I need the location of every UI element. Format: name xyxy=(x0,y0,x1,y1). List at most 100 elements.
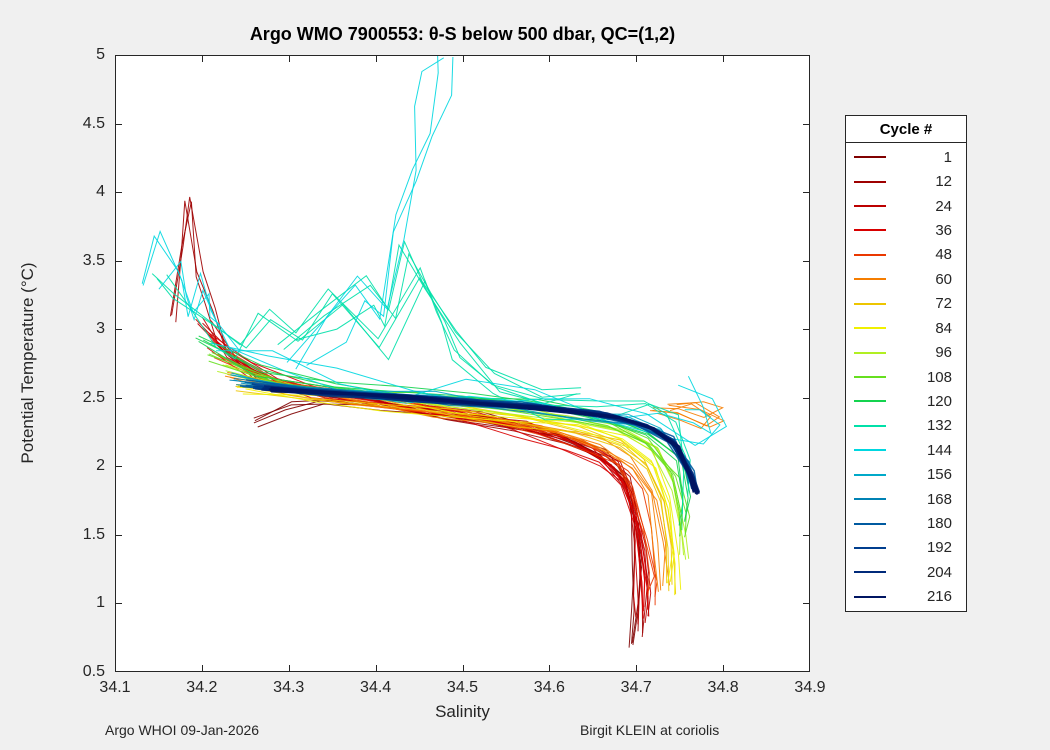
profile-line-cycle-144 xyxy=(141,234,221,326)
ts-diagram-canvas xyxy=(115,55,810,672)
legend-line-sample xyxy=(854,571,886,574)
legend-line-sample xyxy=(854,278,886,281)
legend-entry: 1 xyxy=(846,145,966,169)
legend-entry: 156 xyxy=(846,462,966,486)
legend-line-sample xyxy=(854,546,886,549)
y-tick-label: 2.5 xyxy=(82,388,105,406)
legend-line-sample xyxy=(854,449,886,452)
legend-entry-label: 36 xyxy=(935,221,952,239)
legend-entry-label: 108 xyxy=(926,368,952,386)
profile-line-cycle-24 xyxy=(201,317,637,618)
legend-entry: 168 xyxy=(846,487,966,511)
legend-entry-label: 1 xyxy=(943,148,952,166)
legend-entry-label: 84 xyxy=(935,319,952,337)
x-tick-label: 34.1 xyxy=(99,679,131,696)
profile-line-cycle-144 xyxy=(286,57,444,363)
y-tick-label: 1.5 xyxy=(82,525,105,543)
plot-area xyxy=(115,55,810,672)
profile-line-cycle-132 xyxy=(277,240,582,391)
x-tick-label: 34.9 xyxy=(794,679,826,696)
profile-line-cycle-144 xyxy=(216,350,712,435)
profile-line-cycle-144 xyxy=(142,229,233,354)
profile-line-cycle-24 xyxy=(197,323,649,623)
legend-entry-label: 96 xyxy=(935,344,952,362)
legend-entry-label: 24 xyxy=(935,197,952,215)
legend-entry: 144 xyxy=(846,438,966,462)
profile-line-cycle-12 xyxy=(171,196,641,632)
x-tick-label: 34.4 xyxy=(360,679,392,696)
legend-line-sample xyxy=(854,180,886,183)
legend-entry-label: 72 xyxy=(935,295,952,313)
legend-entry: 72 xyxy=(846,292,966,316)
legend-line-sample xyxy=(854,205,886,208)
legend-entry: 24 xyxy=(846,194,966,218)
chart-title: Argo WMO 7900553: θ-S below 500 dbar, QC… xyxy=(249,24,676,44)
profile-line-cycle-96 xyxy=(225,364,690,559)
legend-line-sample xyxy=(854,302,886,305)
profile-line-cycle-60 xyxy=(652,401,725,419)
y-tick-label: 0.5 xyxy=(82,663,105,680)
legend-line-sample xyxy=(854,498,886,501)
legend-entry-label: 216 xyxy=(926,588,952,606)
legend-line-sample xyxy=(854,522,886,525)
legend-entry: 12 xyxy=(846,169,966,193)
legend-line-sample xyxy=(854,424,886,427)
legend-line-sample xyxy=(854,253,886,256)
legend-entry-label: 144 xyxy=(926,441,952,459)
legend-line-sample xyxy=(854,376,886,378)
profile-line-cycle-24 xyxy=(210,320,652,617)
legend-entry-label: 12 xyxy=(935,173,952,191)
legend-entry: 180 xyxy=(846,511,966,535)
legend-line-sample xyxy=(854,473,886,476)
profile-line-cycle-120 xyxy=(198,335,692,521)
profile-line-cycle-132 xyxy=(283,252,581,398)
legend-entry-label: 120 xyxy=(926,392,952,410)
legend-line-sample xyxy=(854,327,886,330)
x-tick-label: 34.3 xyxy=(273,679,305,696)
legend-entry-label: 204 xyxy=(926,563,952,581)
legend-entry: 216 xyxy=(846,585,966,609)
axes-box xyxy=(115,55,810,672)
legend-entry: 48 xyxy=(846,243,966,267)
legend-line-sample xyxy=(854,156,886,159)
legend-entry: 84 xyxy=(846,316,966,340)
legend-entry-label: 180 xyxy=(926,515,952,533)
x-tick-label: 34.8 xyxy=(707,679,739,696)
y-tick-label: 4 xyxy=(96,183,105,201)
legend-entry: 132 xyxy=(846,414,966,438)
y-tick-label: 3.5 xyxy=(82,251,105,269)
legend-line-sample xyxy=(854,351,886,354)
x-tick-label: 34.2 xyxy=(186,679,218,696)
legend-entry-label: 60 xyxy=(935,270,952,288)
legend-entry: 204 xyxy=(846,560,966,584)
profile-line-cycle-144 xyxy=(306,56,454,366)
legend-entry: 36 xyxy=(846,218,966,242)
legend-entry: 96 xyxy=(846,340,966,364)
y-tick-label: 2 xyxy=(96,457,105,475)
y-axis-label: Potential Temperature (°C) xyxy=(18,262,37,464)
footer-credit-left: Argo WHOI 09-Jan-2026 xyxy=(105,722,260,738)
profile-line-cycle-36 xyxy=(203,328,646,608)
profile-line-cycle-60 xyxy=(656,403,712,430)
legend-entry-label: 132 xyxy=(926,417,952,435)
x-tick-label: 34.7 xyxy=(620,679,652,696)
y-tick-label: 3 xyxy=(96,320,105,338)
footer-credit-right: Birgit KLEIN at coriolis xyxy=(580,722,720,738)
profile-line-cycle-144 xyxy=(295,55,439,370)
legend-line-sample xyxy=(854,229,886,232)
legend-entry: 192 xyxy=(846,536,966,560)
y-tick-label: 1 xyxy=(96,594,105,612)
legend-entry-label: 192 xyxy=(926,539,952,557)
legend-entry: 60 xyxy=(846,267,966,291)
y-tick-label: 5 xyxy=(96,46,105,63)
profile-line-cycle-84 xyxy=(245,388,676,596)
legend-entry-label: 48 xyxy=(935,246,952,264)
x-tick-label: 34.6 xyxy=(533,679,565,696)
x-axis-label: Salinity xyxy=(435,702,490,721)
legend-line-sample xyxy=(854,595,886,598)
legend: Cycle # 1 12 24 36 48 60 72 84 96 108 120 132 144 156… xyxy=(845,115,967,612)
x-tick-label: 34.5 xyxy=(446,679,479,696)
profile-line-cycle-1 xyxy=(254,399,643,644)
profile-line-cycle-36 xyxy=(210,339,644,618)
